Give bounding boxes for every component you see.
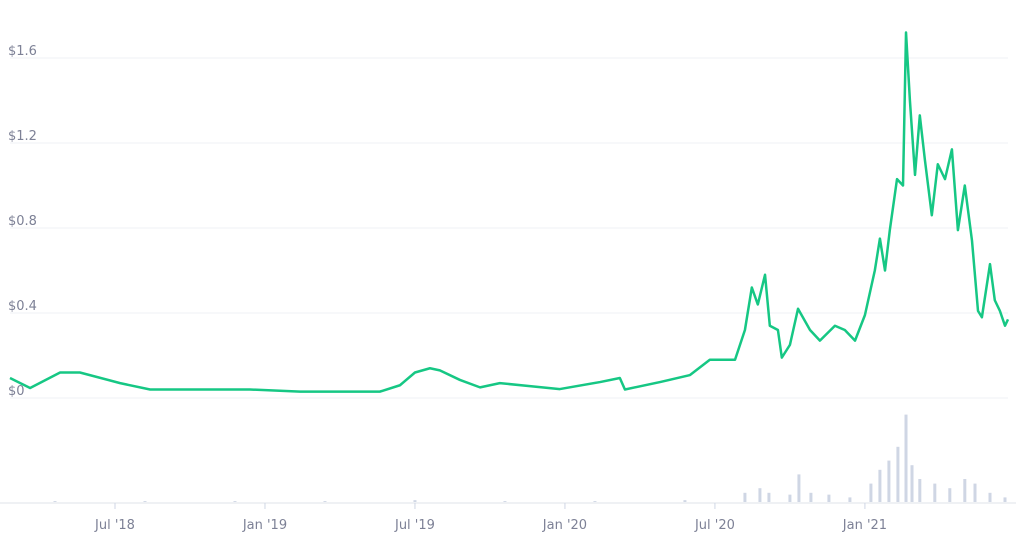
volume-bar [593, 501, 597, 502]
volume-bar [53, 501, 57, 502]
y-tick-label: $1.2 [8, 129, 37, 144]
volume-bar [827, 494, 831, 502]
x-tick-label: Jan '19 [242, 518, 287, 533]
x-tick-label: Jul '19 [394, 518, 435, 533]
volume-bar [848, 497, 852, 502]
y-tick-label: $0.4 [8, 299, 37, 314]
volume-bar [878, 469, 882, 502]
y-tick-label: $0.8 [8, 214, 37, 229]
x-tick-label: Jul '18 [94, 518, 135, 533]
volume-bar [963, 479, 967, 502]
x-tick-label: Jan '20 [542, 518, 587, 533]
volume-bar [797, 474, 801, 502]
volume-bar [918, 479, 922, 502]
volume-bar [910, 465, 914, 502]
volume-bar [758, 488, 762, 502]
volume-bar [1003, 497, 1007, 502]
volume-bar [904, 414, 908, 502]
volume-bar [143, 501, 147, 502]
y-tick-label: $0 [8, 384, 25, 399]
volume-bar [767, 492, 771, 502]
x-tick-label: Jan '21 [842, 518, 887, 533]
volume-bar [788, 494, 792, 502]
volume-bar [973, 483, 977, 502]
y-tick-label: $1.6 [8, 44, 37, 59]
volume-bar [988, 492, 992, 502]
volume-bar [233, 501, 237, 502]
volume-bar [809, 492, 813, 502]
volume-bar [683, 500, 687, 502]
volume-bar [948, 488, 952, 502]
volume-bar [933, 483, 937, 502]
volume-bar [869, 483, 873, 502]
price-line [9, 31, 1010, 393]
volume-bar [743, 492, 747, 502]
volume-bar [887, 460, 891, 502]
volume-bar [413, 500, 417, 502]
volume-bar [896, 446, 900, 502]
volume-bar [503, 501, 507, 502]
volume-bar [323, 501, 327, 502]
x-tick-label: Jul '20 [694, 518, 735, 533]
